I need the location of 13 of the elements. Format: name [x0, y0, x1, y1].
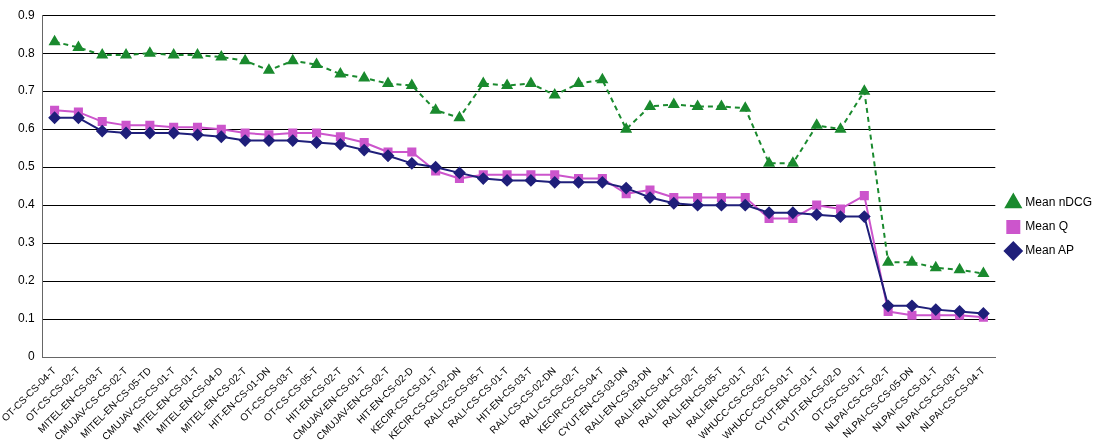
y-tick-label: 0.8 [17, 45, 35, 60]
y-tick-label: 0.9 [17, 7, 35, 22]
y-tick-label: 0.2 [17, 273, 35, 288]
legend-label: Mean Q [1025, 219, 1068, 234]
y-tick-label: 0.4 [17, 197, 35, 212]
y-tick-label: 0 [27, 349, 35, 364]
y-tick-label: 0.1 [17, 311, 35, 326]
y-tick-label: 0.6 [17, 121, 35, 136]
y-tick-label: 0.3 [17, 235, 35, 250]
legend-label: Mean AP [1025, 243, 1075, 258]
legend-label: Mean nDCG [1025, 195, 1093, 210]
y-tick-label: 0.7 [17, 83, 35, 98]
y-tick-label: 0.5 [17, 159, 35, 174]
